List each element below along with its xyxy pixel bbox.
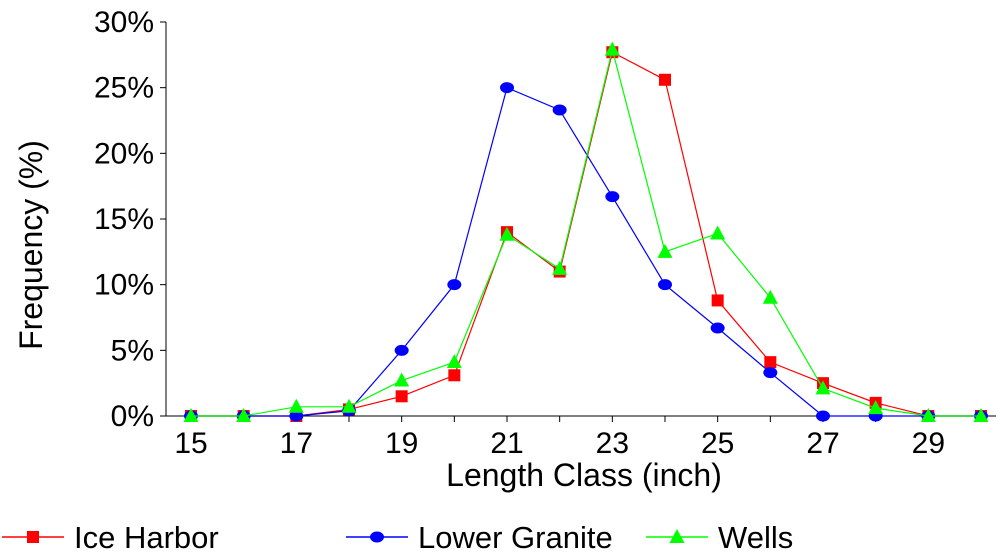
data-point-lower-granite [710, 322, 725, 334]
data-point-ice-harbor [448, 369, 461, 382]
data-point-wells [710, 225, 726, 240]
series-wells [183, 41, 989, 422]
data-point-wells [762, 289, 778, 304]
data-point-wells [446, 354, 462, 369]
data-point-lower-granite [605, 191, 620, 203]
x-tick-label: 25 [701, 427, 734, 460]
data-point-wells [499, 226, 515, 241]
x-axis-title: Length Class (inch) [446, 457, 722, 493]
legend: Ice Harbor Lower Granite Wells [2, 520, 793, 554]
y-tick-label: 30% [94, 6, 154, 39]
data-point-lower-granite [816, 410, 830, 422]
data-point-ice-harbor [711, 294, 724, 307]
series-lower-granite [184, 82, 988, 422]
y-tick-label: 20% [94, 137, 154, 170]
data-point-wells [920, 408, 936, 422]
series-line-lower-granite [191, 86, 981, 417]
y-tick-label: 0% [111, 400, 154, 433]
data-point-lower-granite [447, 279, 462, 291]
legend-item-ice-harbor: Ice Harbor [2, 520, 219, 554]
legend-marker-lower-granite [370, 531, 384, 543]
x-tick-label: 19 [385, 427, 418, 460]
series-line-ice-harbor [191, 51, 981, 417]
legend-label-wells: Wells [718, 520, 793, 554]
legend-label-ice-harbor: Ice Harbor [74, 520, 219, 554]
legend-item-lower-granite: Lower Granite [346, 520, 613, 554]
data-point-wells [973, 408, 989, 422]
data-point-lower-granite [500, 82, 514, 94]
legend-marker-ice-harbor [27, 531, 39, 543]
series-ice-harbor [185, 46, 987, 422]
data-point-lower-granite [289, 410, 304, 422]
data-point-wells [341, 398, 357, 413]
data-point-wells [815, 380, 831, 395]
data-point-lower-granite [658, 279, 672, 291]
data-point-wells [183, 408, 199, 422]
plot-area: 0% 5% 10% 15% 20% 25% 30% 15 17 19 21 23 25 27 29 [94, 6, 996, 460]
x-tick-label: 23 [596, 427, 629, 460]
data-point-wells [288, 398, 304, 413]
legend-marker-wells [669, 529, 685, 543]
y-tick-label: 5% [111, 334, 154, 367]
y-axis-title: Frequency (%) [13, 140, 49, 350]
legend-item-wells: Wells [646, 520, 793, 554]
x-tick-label: 27 [806, 427, 839, 460]
data-point-wells [236, 408, 252, 422]
y-tick-label: 10% [94, 269, 154, 302]
data-point-lower-granite [394, 344, 409, 356]
x-tick-label: 17 [280, 427, 313, 460]
data-point-ice-harbor [764, 356, 777, 369]
legend-label-lower-granite: Lower Granite [418, 520, 613, 554]
x-tick-label: 29 [912, 427, 945, 460]
y-tick-label: 25% [94, 72, 154, 105]
data-point-wells [552, 260, 568, 275]
data-point-wells [394, 372, 410, 387]
data-point-ice-harbor [395, 390, 408, 403]
x-tick-label: 15 [174, 427, 207, 460]
y-tick-label: 15% [94, 203, 154, 236]
data-point-lower-granite [763, 367, 778, 379]
data-point-ice-harbor [659, 73, 671, 86]
data-point-wells [868, 400, 884, 415]
data-point-wells [657, 243, 673, 258]
x-tick-label: 21 [490, 427, 523, 460]
data-point-lower-granite [552, 104, 567, 116]
data-point-wells [604, 41, 620, 56]
series-line-wells [191, 49, 981, 417]
